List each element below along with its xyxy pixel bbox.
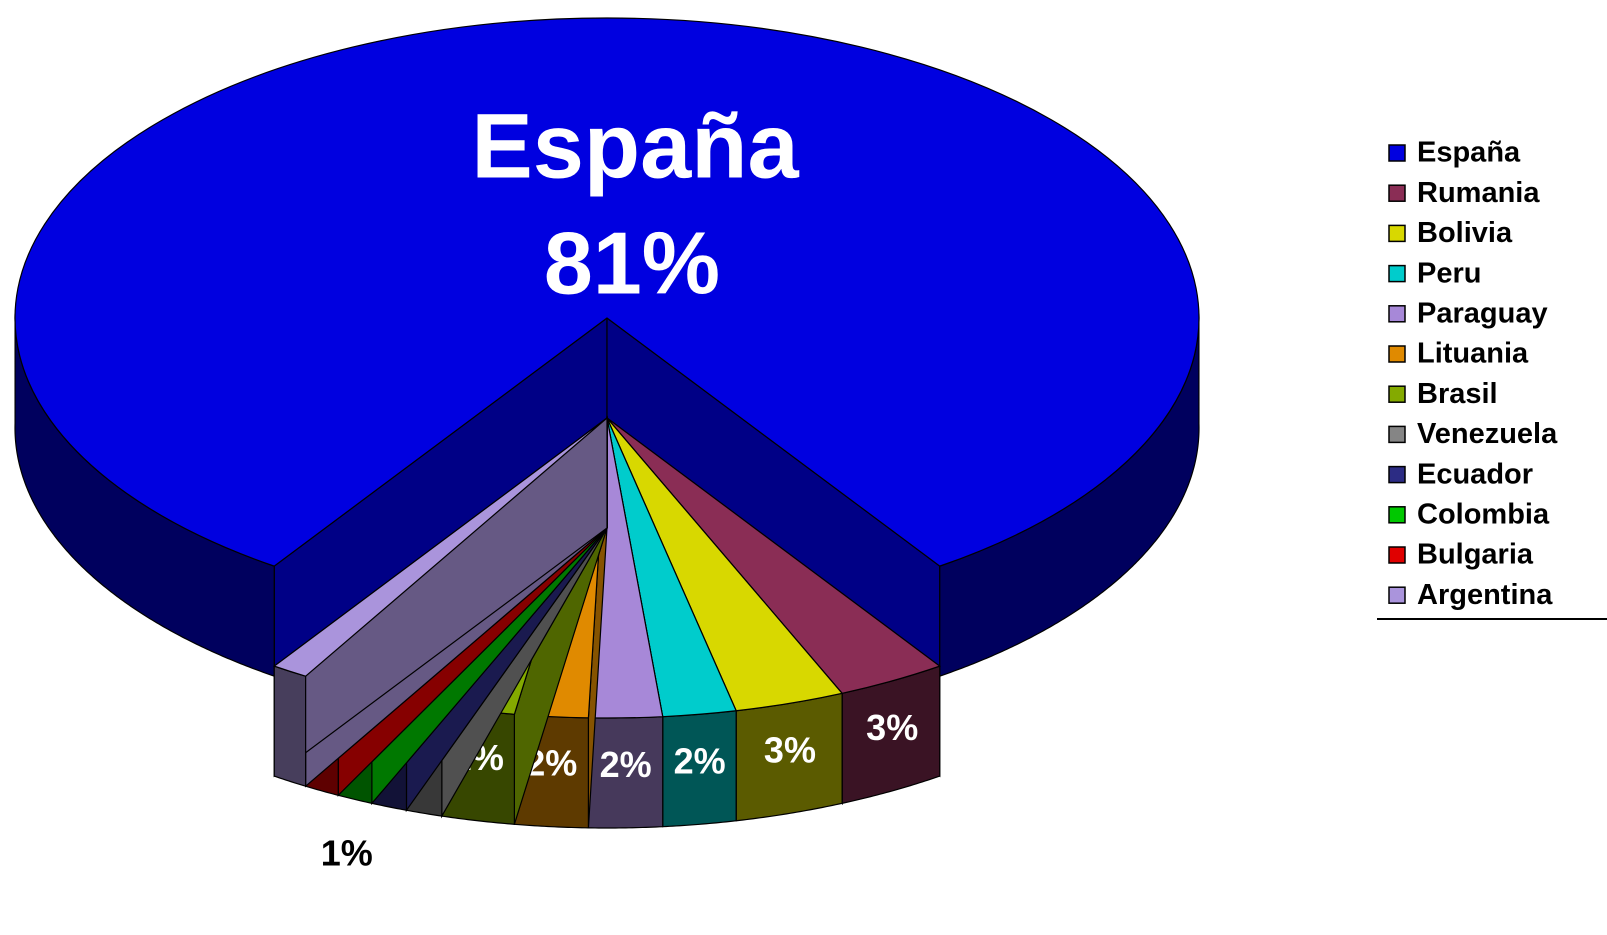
slice <box>14 17 1200 678</box>
legend-label: Argentina <box>1417 579 1553 611</box>
legend-swatch <box>1388 465 1406 484</box>
slice-top <box>272 417 608 677</box>
data-label: 2% <box>600 744 652 785</box>
legend-swatch <box>1388 345 1406 363</box>
legend-swatch <box>1388 144 1406 162</box>
legend-label: Colombia <box>1417 498 1550 530</box>
data-label: 3% <box>866 707 918 748</box>
legend-swatch <box>1388 506 1406 524</box>
legend-label: Rumania <box>1417 177 1540 209</box>
legend-label: Ecuador <box>1417 458 1533 490</box>
legend-label: Bolivia <box>1417 217 1513 249</box>
legend-swatch <box>1388 264 1406 283</box>
data-label: 81% <box>544 213 720 312</box>
slice <box>272 416 608 788</box>
legend-swatch <box>1388 546 1406 564</box>
legend-swatch <box>1388 385 1406 403</box>
legend-swatch <box>1388 224 1406 243</box>
legend-label: Brasil <box>1417 378 1498 410</box>
legend: España Rumania Bolivia Peru Paraguay Lituania… <box>1388 137 1558 611</box>
legend-label: Peru <box>1417 257 1481 289</box>
legend-swatch <box>1388 184 1406 202</box>
legend-swatch <box>1388 425 1406 444</box>
legend-label: Paraguay <box>1417 297 1548 329</box>
data-label: 3% <box>764 729 816 770</box>
legend-swatch <box>1388 305 1406 323</box>
legend-label: Bulgaria <box>1417 539 1534 571</box>
slice-side <box>273 665 307 788</box>
legend-swatch <box>1388 586 1406 604</box>
data-label: 2% <box>674 740 726 781</box>
data-label: 1% <box>321 832 373 873</box>
legend-label: Lituania <box>1417 338 1529 370</box>
legend-label: Venezuela <box>1417 418 1558 450</box>
slice-name-label: España <box>471 95 799 197</box>
slice-top <box>14 17 1200 567</box>
legend-label: España <box>1417 137 1521 169</box>
